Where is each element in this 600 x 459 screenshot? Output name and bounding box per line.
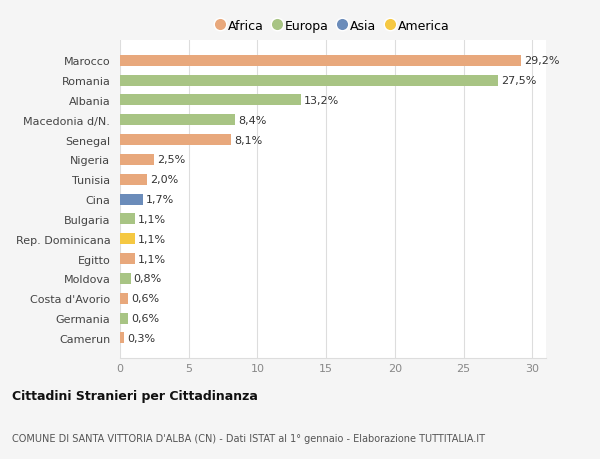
Text: 1,1%: 1,1% xyxy=(138,254,166,264)
Bar xyxy=(120,194,143,205)
Bar xyxy=(120,135,232,146)
Text: 8,1%: 8,1% xyxy=(234,135,262,146)
Bar xyxy=(120,333,124,344)
Bar xyxy=(120,313,128,324)
Bar xyxy=(120,253,135,264)
Bar xyxy=(120,214,135,225)
Text: 13,2%: 13,2% xyxy=(304,96,340,106)
Text: 2,5%: 2,5% xyxy=(157,155,185,165)
Text: 1,1%: 1,1% xyxy=(138,234,166,244)
Text: 0,6%: 0,6% xyxy=(131,313,159,324)
Bar xyxy=(120,234,135,245)
Bar xyxy=(120,95,301,106)
Bar xyxy=(120,293,128,304)
Text: 1,1%: 1,1% xyxy=(138,214,166,224)
Text: 1,7%: 1,7% xyxy=(146,195,175,205)
Text: 2,0%: 2,0% xyxy=(150,175,178,185)
Text: Cittadini Stranieri per Cittadinanza: Cittadini Stranieri per Cittadinanza xyxy=(12,389,258,403)
Text: 29,2%: 29,2% xyxy=(524,56,560,66)
Text: 0,3%: 0,3% xyxy=(127,333,155,343)
Text: 0,6%: 0,6% xyxy=(131,294,159,303)
Text: COMUNE DI SANTA VITTORIA D'ALBA (CN) - Dati ISTAT al 1° gennaio - Elaborazione T: COMUNE DI SANTA VITTORIA D'ALBA (CN) - D… xyxy=(12,433,485,442)
Bar xyxy=(120,155,154,166)
Bar xyxy=(120,56,521,67)
Bar xyxy=(120,75,498,86)
Bar xyxy=(120,115,235,126)
Text: 8,4%: 8,4% xyxy=(238,116,266,125)
Bar xyxy=(120,174,148,185)
Legend: Africa, Europa, Asia, America: Africa, Europa, Asia, America xyxy=(213,16,453,36)
Text: 0,8%: 0,8% xyxy=(134,274,162,284)
Text: 27,5%: 27,5% xyxy=(500,76,536,86)
Bar xyxy=(120,274,131,284)
